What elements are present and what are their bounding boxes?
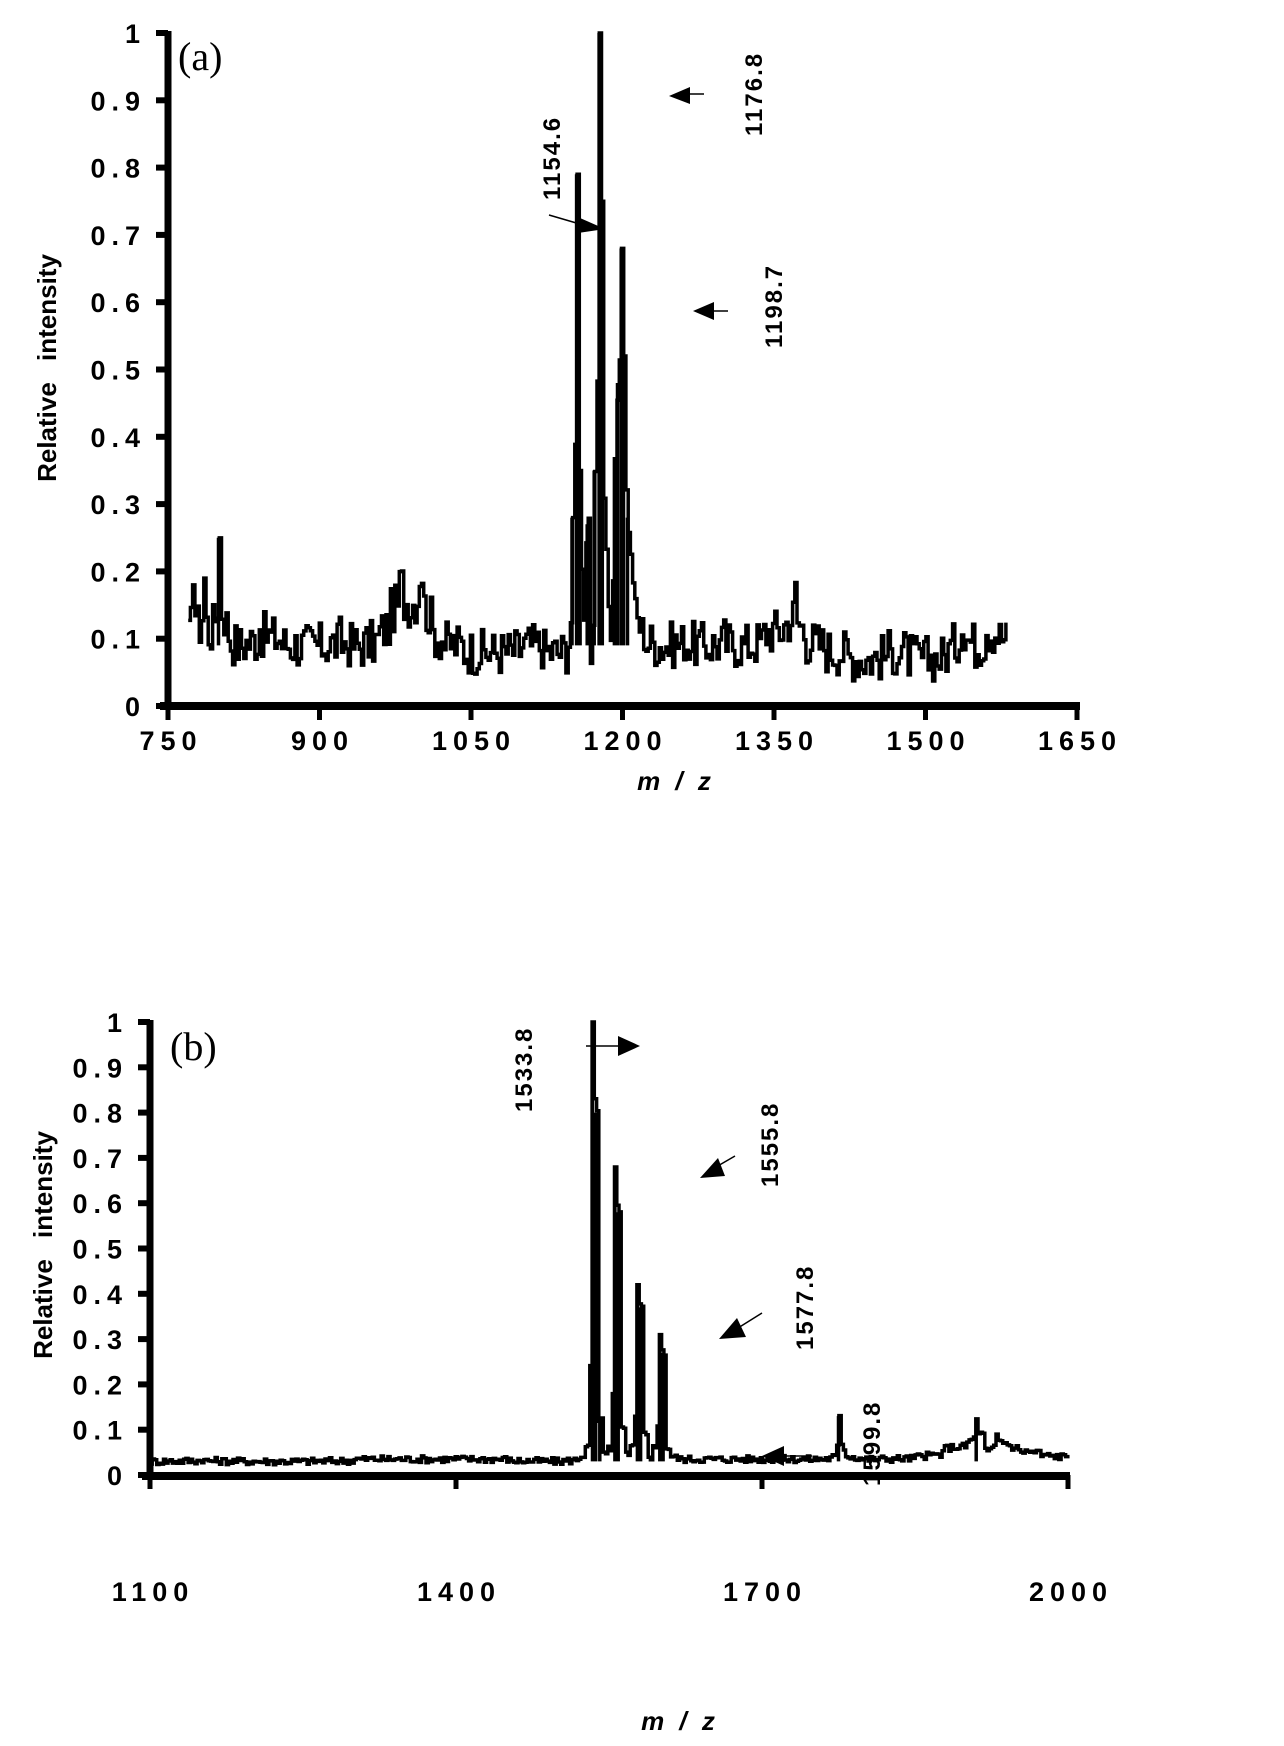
panel-b-y-ticks: 0 0.1 0.2 0.3 0.4 0.5 0.6 0.7 0.8 0.9 1 [72,1008,150,1491]
panel-b-label: (b) [170,1024,217,1069]
y-tick-label: 0.9 [72,1053,128,1083]
panel-a-y-ticks: 0 0.1 0.2 0.3 0.4 0.5 0.6 0.7 0.8 0.9 1 [90,19,168,722]
y-tick-label: 0 [125,692,146,722]
y-tick-label: 0.8 [72,1099,128,1129]
y-tick-label: 0.7 [90,221,146,251]
annotation-1176-8: 1176.8 [669,52,768,136]
x-tick-label: 1100 [112,1577,195,1607]
peak-label-1533-8: 1533.8 [511,1027,538,1112]
y-tick-label: 0.5 [90,356,146,386]
annotation-1533-8: 1533.8 [511,1027,640,1112]
panel-a-label: (a) [178,34,222,79]
y-tick-label: 0.6 [90,288,146,318]
y-tick-label: 0.2 [90,557,146,587]
y-tick-label: 0.1 [90,625,146,655]
x-tick-label: 1650 [1038,726,1122,756]
y-tick-label: 0.3 [90,490,146,520]
y-tick-label: 0.6 [72,1189,128,1219]
panel-a-x-axis-title: m / z [637,766,715,796]
arrow-line [737,1312,763,1329]
y-tick-label: 0.2 [72,1370,128,1400]
panel-a-spectrum-line [188,31,1008,683]
x-tick-label: 1350 [735,726,819,756]
arrow-head-icon [693,302,714,320]
arrow-head-icon [578,218,605,233]
panel-a-x-ticks: 750 900 1050 1200 1350 1500 1650 [139,706,1122,756]
y-tick-label: 0.3 [72,1325,128,1355]
y-tick-label: 0.8 [90,154,146,184]
y-tick-label: 1 [125,19,146,49]
x-tick-label: 1500 [886,726,970,756]
panel-b-x-axis-title: m / z [641,1706,719,1736]
x-tick-label: 1050 [432,726,516,756]
peak-label-1599-8: 1599.8 [859,1401,886,1486]
x-tick-label: 900 [291,726,354,756]
y-tick-label: 0.7 [72,1144,128,1174]
panel-b: 0 0.1 0.2 0.3 0.4 0.5 0.6 0.7 0.8 0.9 1 1100 1400 17… [28,1008,1113,1736]
y-tick-label: 1 [107,1008,128,1038]
panel-b-x-ticks: 1100 1400 1700 2000 [112,1475,1113,1607]
peak-label-1198-7: 1198.7 [761,264,788,348]
arrow-head-icon [762,1446,784,1466]
arrow-head-icon [618,1036,640,1056]
peak-label-1154-6: 1154.6 [539,116,566,200]
x-tick-label: 2000 [1029,1577,1113,1607]
y-tick-label: 0 [107,1461,128,1491]
annotation-1198-7: 1198.7 [693,264,788,348]
x-tick-label: 750 [139,726,202,756]
y-tick-label: 0.9 [90,86,146,116]
panel-a: 0 0.1 0.2 0.3 0.4 0.5 0.6 0.7 0.8 0.9 1 750 900 1050… [32,19,1122,796]
arrow-head-icon [700,1158,725,1178]
x-tick-label: 1700 [723,1577,807,1607]
annotation-1555-8: 1555.8 [700,1102,784,1187]
panel-b-spectrum-line [150,1020,1070,1467]
annotation-1599-8: 1599.8 [762,1401,886,1486]
arrow-head-icon [719,1318,746,1339]
panel-a-y-axis-title: Relative intensity [32,254,62,482]
arrow-head-icon [669,87,690,104]
y-tick-label: 0.4 [90,423,146,453]
x-tick-label: 1200 [583,726,667,756]
y-tick-label: 0.4 [72,1280,128,1310]
annotation-1154-6: 1154.6 [539,116,605,233]
peak-label-1176-8: 1176.8 [741,52,768,136]
y-tick-label: 0.5 [72,1235,128,1265]
y-tick-label: 0.1 [72,1416,128,1446]
x-tick-label: 1400 [417,1577,501,1607]
annotation-1577-8: 1577.8 [719,1265,819,1350]
panel-b-y-axis-title: Relative intensity [28,1131,58,1359]
peak-label-1577-8: 1577.8 [792,1265,819,1350]
peak-label-1555-8: 1555.8 [757,1102,784,1187]
